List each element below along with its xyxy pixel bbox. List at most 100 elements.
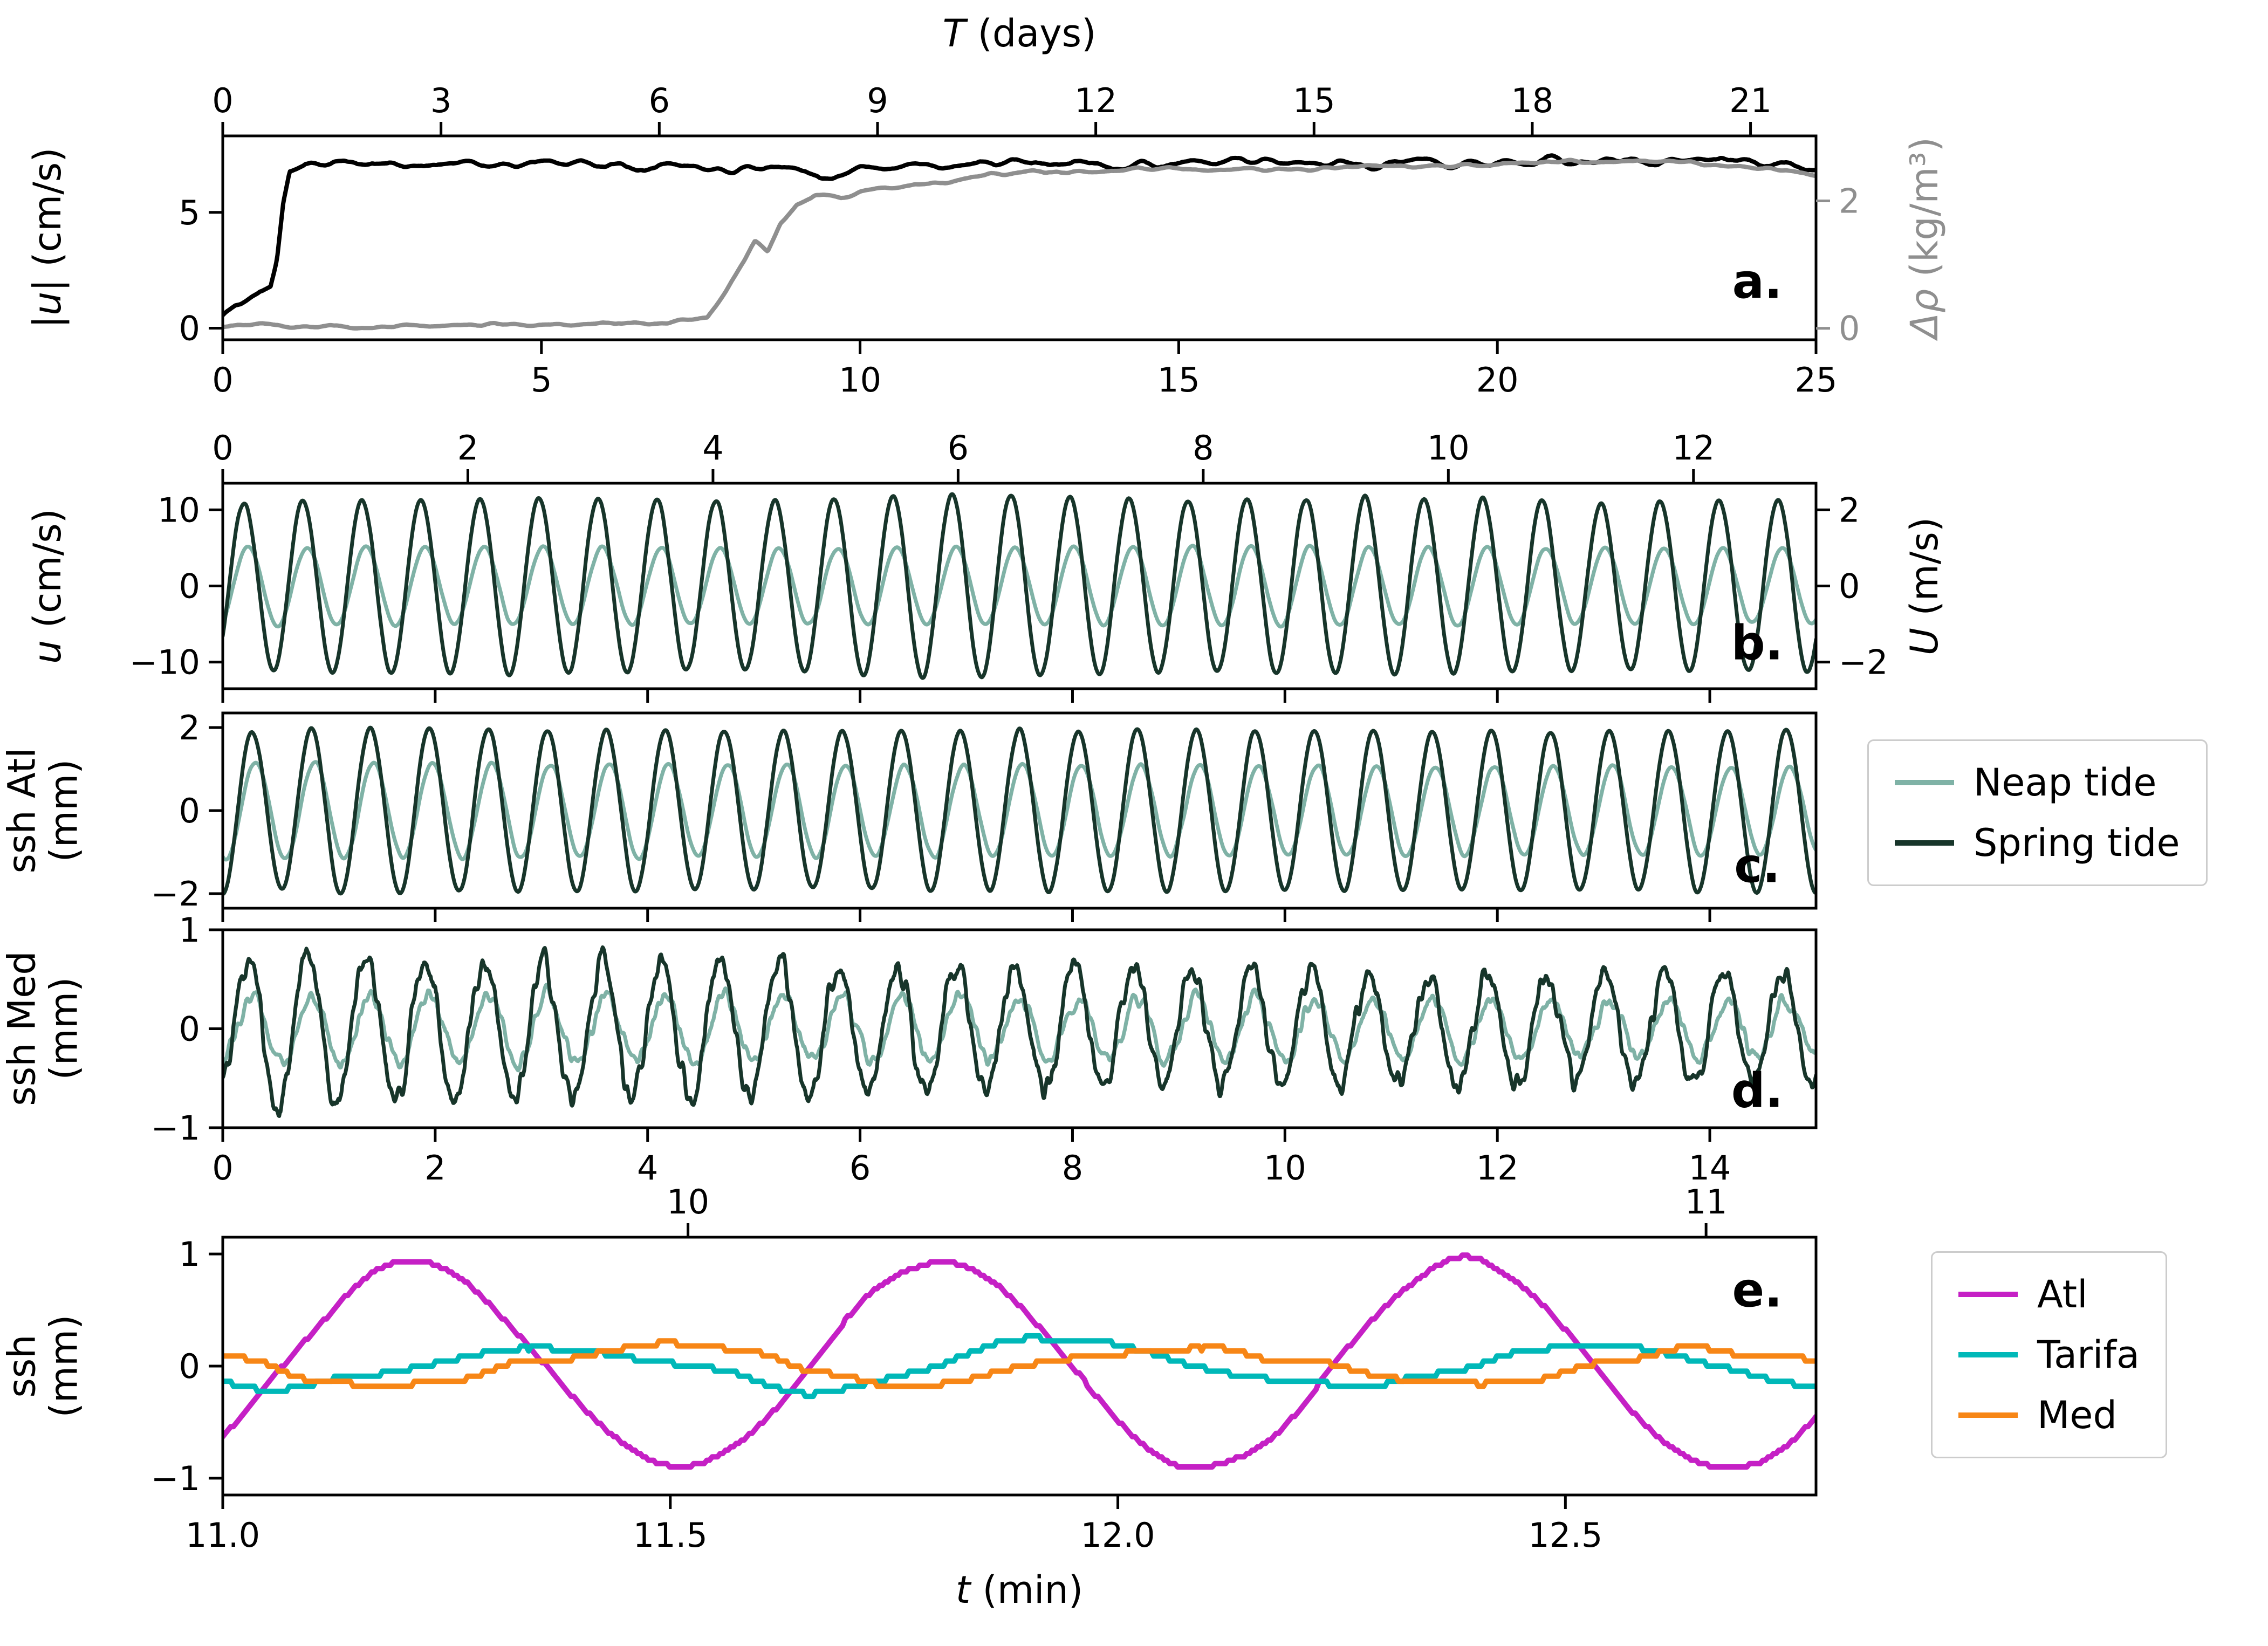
series-neap-tide — [223, 544, 1816, 629]
axis-label-var: U — [1902, 627, 1947, 656]
legend-swatch-tarifa — [1958, 1352, 2018, 1357]
tick-label: −1 — [151, 1459, 200, 1498]
tick-label: 0 — [179, 1010, 200, 1049]
legend-label: Tarifa — [2037, 1333, 2140, 1377]
tick-label: 15 — [1157, 360, 1200, 400]
legend-swatch-spring-tide — [1895, 840, 1954, 846]
tick-label: 4 — [702, 428, 723, 468]
panel-c-left-axis-label: ssh Atl (mm) — [0, 747, 86, 873]
axis-label-line1: ssh Med — [0, 951, 44, 1106]
legend-item-med: Med — [1958, 1393, 2140, 1437]
panel-e-left-axis-label: ssh (mm) — [0, 1314, 86, 1418]
tick-label: 0 — [212, 428, 233, 468]
series-spring-tide — [223, 492, 1816, 680]
panel-letter-b: b. — [1731, 615, 1784, 671]
series-spring-tide — [223, 725, 1816, 896]
tick-label: −2 — [151, 874, 200, 914]
legend-label: Atl — [2037, 1272, 2088, 1316]
tick-label: 10 — [667, 1182, 709, 1222]
tick-label: −1 — [151, 1108, 200, 1148]
axis-label-var: |u| — [25, 279, 70, 328]
tick-label: −10 — [129, 643, 200, 682]
series-tarifa — [223, 1333, 1816, 1400]
tick-label: 10 — [1264, 1148, 1306, 1188]
panel-d-left-axis-label: ssh Med (mm) — [0, 951, 86, 1106]
tick-label: 4 — [637, 1148, 658, 1188]
axis-label-line2: (mm) — [42, 759, 86, 862]
tick-label: −2 — [1839, 643, 1888, 682]
tick-label: 10 — [157, 490, 200, 530]
panel-a-series — [223, 153, 1816, 331]
axis-label-unit: (cm/s) — [25, 509, 70, 640]
panel-e-x-axis-label: t (min) — [956, 1569, 1083, 1611]
panel-a-top-axis-label: T (days) — [943, 12, 1097, 54]
series-atl — [223, 1252, 1816, 1470]
tick-label: 0 — [212, 81, 233, 120]
legend-label: Neap tide — [1974, 760, 2157, 805]
tick-label: 15 — [1293, 81, 1335, 120]
tick-label: 0 — [179, 309, 200, 348]
tick-label: 12.0 — [1081, 1515, 1155, 1555]
panel-b-left-axis-label: u (cm/s) — [25, 509, 70, 664]
legend-item-spring-tide: Spring tide — [1895, 821, 2180, 865]
series-abs-velocity — [223, 153, 1816, 318]
legend-swatch-atl — [1958, 1292, 2018, 1297]
panel-d: 0 2 4 6 8 10 12 14 −1 0 1 — [151, 910, 1818, 1188]
axis-label-unit: (min) — [970, 1567, 1084, 1612]
tick-label: 6 — [849, 1148, 871, 1188]
legend-label: Med — [2037, 1393, 2117, 1437]
tick-label: 6 — [948, 428, 969, 468]
axis-label-unit: (m/s) — [1902, 517, 1947, 628]
panel-d-series — [223, 945, 1816, 1118]
axis-label-unit: (kg/m³) — [1902, 136, 1947, 289]
series-spring-tide — [223, 945, 1816, 1118]
axis-label-var: Δρ — [1902, 289, 1947, 339]
tick-label: 11.5 — [633, 1515, 708, 1555]
legend-item-neap-tide: Neap tide — [1895, 760, 2180, 805]
legend-swatch-neap-tide — [1895, 780, 1954, 785]
axis-label-line2: (mm) — [42, 1314, 86, 1418]
tick-label: 0 — [179, 1347, 200, 1386]
panel-b-series — [223, 492, 1816, 680]
tick-label: 11.0 — [186, 1515, 260, 1555]
panel-c-spines — [221, 711, 1818, 910]
series-neap-tide — [223, 760, 1816, 862]
panel-b-right-axis-label: U (m/s) — [1902, 517, 1947, 656]
legend-item-atl: Atl — [1958, 1272, 2140, 1316]
panel-letter-e: e. — [1732, 1262, 1783, 1318]
panel-letter-c: c. — [1734, 838, 1780, 894]
tick-label: 8 — [1062, 1148, 1083, 1188]
tick-label: 0 — [212, 1148, 233, 1188]
panel-b: 0 2 4 6 8 10 12 −10 0 10 −2 0 2 — [129, 428, 1888, 703]
legend-tides: Neap tide Spring tide — [1867, 739, 2208, 886]
series-neap-tide — [223, 983, 1816, 1073]
tick-label: 9 — [867, 81, 888, 120]
axis-label-var: u — [25, 640, 70, 664]
legend-item-tarifa: Tarifa — [1958, 1333, 2140, 1377]
tick-label: 21 — [1729, 81, 1772, 120]
panel-a-spines — [221, 134, 1818, 341]
panel-a-left-axis-label: |u| (cm/s) — [25, 147, 70, 328]
tick-label: 3 — [430, 81, 451, 120]
panel-d-spines — [221, 928, 1818, 1129]
axis-label-var: T — [942, 11, 966, 56]
panel-e-series — [223, 1252, 1816, 1470]
series-density-difference — [223, 157, 1816, 331]
tick-label: 0 — [179, 567, 200, 606]
tick-label: 14 — [1689, 1148, 1731, 1188]
tick-label: 0 — [212, 360, 233, 400]
tick-label: 5 — [531, 360, 552, 400]
axis-label-unit: (days) — [965, 11, 1097, 56]
tick-label: 2 — [1839, 490, 1860, 530]
tick-label: 10 — [839, 360, 881, 400]
axis-label-line1: ssh — [0, 1334, 44, 1398]
tick-label: 11 — [1685, 1182, 1728, 1222]
tick-label: 1 — [179, 910, 200, 950]
tick-label: 12.5 — [1528, 1515, 1602, 1555]
tick-label: 12 — [1074, 81, 1117, 120]
tick-label: 18 — [1511, 81, 1553, 120]
panel-c: −2 0 2 — [151, 708, 1818, 922]
